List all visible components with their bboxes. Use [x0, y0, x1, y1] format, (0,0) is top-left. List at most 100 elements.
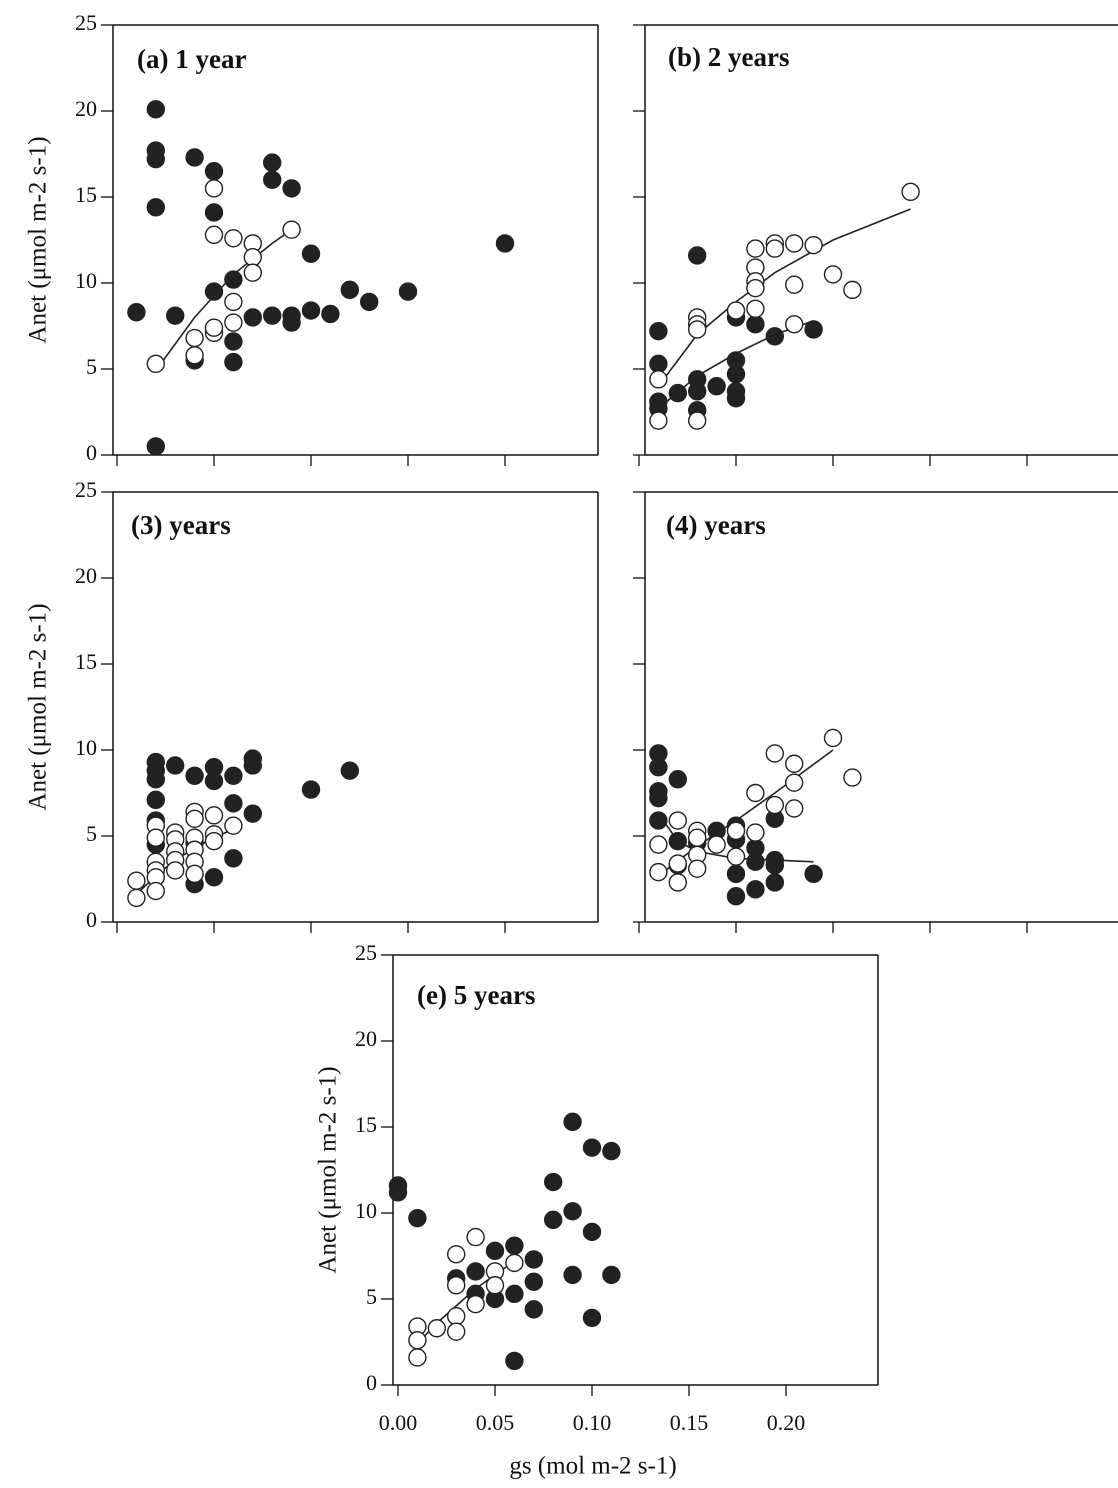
y-tick-label: 5: [86, 821, 97, 846]
open-point: [825, 729, 842, 746]
filled-point: [650, 323, 667, 340]
panel-title: (b) 2 years: [668, 42, 789, 72]
open-point: [747, 240, 764, 257]
open-point: [747, 824, 764, 841]
open-point: [747, 785, 764, 802]
y-tick-label: 10: [75, 268, 97, 293]
filled-point: [303, 245, 320, 262]
open-point: [467, 1296, 484, 1313]
open-point: [147, 355, 164, 372]
filled-point: [584, 1309, 601, 1326]
open-point: [786, 316, 803, 333]
open-point: [844, 281, 861, 298]
open-point: [844, 769, 861, 786]
open-point: [708, 836, 725, 853]
filled-point: [747, 840, 764, 857]
filled-point: [341, 281, 358, 298]
open-point: [487, 1277, 504, 1294]
open-point: [206, 180, 223, 197]
open-point: [747, 300, 764, 317]
open-point: [128, 889, 145, 906]
open-point: [128, 872, 145, 889]
filled-point: [390, 1184, 407, 1201]
filled-point: [283, 180, 300, 197]
filled-point: [650, 790, 667, 807]
open-point: [786, 755, 803, 772]
filled-point: [225, 850, 242, 867]
y-tick-label: 20: [355, 1026, 377, 1051]
open-point: [225, 230, 242, 247]
y-tick-label: 5: [366, 1284, 377, 1309]
open-point: [448, 1246, 465, 1263]
filled-point: [650, 759, 667, 776]
y-tick-label: 15: [75, 182, 97, 207]
filled-point: [584, 1223, 601, 1240]
y-tick-label: 25: [75, 477, 97, 502]
open-point: [448, 1323, 465, 1340]
filled-point: [409, 1210, 426, 1227]
filled-point: [766, 874, 783, 891]
filled-point: [506, 1352, 523, 1369]
open-point: [186, 865, 203, 882]
filled-point: [766, 328, 783, 345]
open-point: [409, 1349, 426, 1366]
filled-point: [669, 385, 686, 402]
x-tick-label: 0.10: [573, 1410, 612, 1435]
filled-point: [206, 163, 223, 180]
filled-point: [225, 354, 242, 371]
filled-point: [400, 283, 417, 300]
open-point: [206, 319, 223, 336]
y-tick-label: 5: [86, 354, 97, 379]
y-tick-label: 0: [86, 440, 97, 465]
filled-point: [147, 199, 164, 216]
filled-point: [564, 1266, 581, 1283]
y-tick-label: 10: [355, 1198, 377, 1223]
open-point: [186, 347, 203, 364]
open-point: [506, 1254, 523, 1271]
open-point: [728, 822, 745, 839]
filled-point: [728, 888, 745, 905]
open-point: [747, 280, 764, 297]
filled-point: [564, 1203, 581, 1220]
panel-title: (3) years: [131, 510, 231, 540]
x-axis-label: gs (mol m-2 s-1): [509, 1453, 676, 1480]
chart: 0510152025(a) 1 yearAnet (μmol m-2 s-1)(…: [0, 0, 1118, 1488]
open-point: [805, 237, 822, 254]
y-tick-label: 0: [86, 907, 97, 932]
open-point: [689, 412, 706, 429]
filled-point: [167, 757, 184, 774]
x-tick-label: 0.15: [670, 1410, 709, 1435]
open-point: [669, 855, 686, 872]
filled-point: [186, 149, 203, 166]
y-tick-label: 20: [75, 96, 97, 121]
y-tick-label: 20: [75, 563, 97, 588]
x-tick-label: 0.20: [767, 1410, 806, 1435]
filled-point: [206, 204, 223, 221]
open-point: [409, 1332, 426, 1349]
filled-point: [225, 767, 242, 784]
filled-point: [728, 865, 745, 882]
filled-point: [545, 1174, 562, 1191]
filled-point: [525, 1273, 542, 1290]
filled-point: [322, 305, 339, 322]
filled-point: [225, 795, 242, 812]
panel-title: (a) 1 year: [137, 44, 246, 74]
filled-point: [186, 767, 203, 784]
open-point: [206, 226, 223, 243]
open-point: [225, 817, 242, 834]
open-point: [244, 264, 261, 281]
open-point: [728, 302, 745, 319]
open-point: [225, 314, 242, 331]
filled-point: [506, 1285, 523, 1302]
open-point: [766, 240, 783, 257]
filled-point: [303, 781, 320, 798]
filled-point: [497, 235, 514, 252]
filled-point: [244, 805, 261, 822]
open-point: [147, 829, 164, 846]
y-tick-label: 10: [75, 735, 97, 760]
open-point: [650, 412, 667, 429]
filled-point: [264, 171, 281, 188]
filled-point: [689, 247, 706, 264]
filled-point: [584, 1139, 601, 1156]
open-point: [786, 276, 803, 293]
